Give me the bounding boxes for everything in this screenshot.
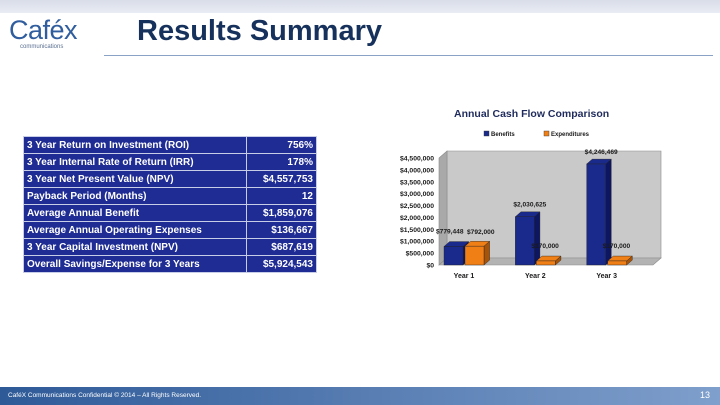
metric-value: 756% — [246, 136, 317, 154]
metric-value: $687,619 — [246, 238, 317, 256]
metrics-table-body: 3 Year Return on Investment (ROI) 756% 3 Y… — [22, 136, 317, 273]
x-tick-label: Year 3 — [596, 273, 617, 280]
data-label: $170,000 — [603, 243, 631, 250]
metrics-table: 3 Year Return on Investment (ROI) 756% 3 Y… — [22, 136, 317, 273]
metric-label: 3 Year Capital Investment (NPV) — [22, 238, 248, 256]
table-row: Payback Period (Months) 12 — [22, 187, 317, 205]
y-tick-label: $3,500,000 — [400, 179, 434, 186]
metric-label: 3 Year Net Present Value (NPV) — [22, 170, 248, 188]
table-row: 3 Year Return on Investment (ROI) 756% — [22, 136, 317, 154]
metric-value: $136,667 — [246, 221, 317, 239]
bar-benefits-year-1 — [443, 246, 464, 266]
bar-expenditures-year-2 — [536, 260, 556, 266]
metric-value: $4,557,753 — [246, 170, 317, 188]
metric-value: $5,924,543 — [246, 255, 317, 273]
x-tick-label: Year 2 — [525, 273, 546, 280]
y-tick-label: $0 — [426, 263, 434, 270]
data-label: $2,030,625 — [513, 202, 546, 209]
table-row: Average Annual Benefit $1,859,076 — [22, 204, 317, 222]
logo-subtext: communications — [20, 44, 64, 50]
metric-value: 178% — [246, 153, 317, 171]
x-tick-label: Year 1 — [454, 273, 475, 280]
bar-benefits-year-3 — [586, 163, 606, 266]
footer-text: CaféX Communications Confidential © 2014… — [8, 392, 202, 399]
metric-label: 3 Year Internal Rate of Return (IRR) — [22, 153, 248, 171]
slide-title: Results Summary — [137, 15, 382, 47]
title-divider — [104, 55, 713, 56]
table-row: 3 Year Net Present Value (NPV) $4,557,753 — [22, 170, 317, 188]
chart-canvas: Annual Cash Flow Comparison Benefits Expen… — [400, 108, 662, 280]
data-label: $779,448 — [436, 228, 464, 235]
table-row: Overall Savings/Expense for 3 Years $5,92… — [22, 255, 317, 273]
metric-label: Average Annual Benefit — [22, 204, 248, 222]
bar-side — [534, 211, 541, 266]
metric-label: Overall Savings/Expense for 3 Years — [22, 255, 248, 273]
top-band — [0, 0, 720, 13]
table-row: 3 Year Internal Rate of Return (IRR) 178% — [22, 153, 317, 171]
legend-swatch — [483, 130, 490, 137]
y-tick-label: $1,500,000 — [400, 227, 434, 234]
legend-swatch — [543, 130, 550, 137]
y-tick-label: $1,000,000 — [400, 239, 434, 246]
y-tick-label: $500,000 — [406, 251, 435, 258]
y-tick-label: $2,500,000 — [400, 203, 434, 210]
footer-bar: CaféX Communications Confidential © 2014… — [0, 387, 720, 405]
bar-expenditures-year-3 — [607, 260, 627, 266]
metric-label: 3 Year Return on Investment (ROI) — [22, 136, 248, 154]
page-number: 13 — [699, 390, 710, 400]
y-tick-label: $2,000,000 — [400, 215, 434, 222]
y-tick-label: $4,500,000 — [400, 156, 434, 163]
y-tick-label: $3,000,000 — [400, 191, 434, 198]
bar-benefits-year-2 — [515, 216, 535, 266]
y-tick-label: $4,000,000 — [400, 167, 434, 174]
data-label: $792,000 — [467, 229, 495, 236]
legend-label: Expenditures — [551, 132, 590, 138]
table-row: 3 Year Capital Investment (NPV) $687,619 — [22, 238, 317, 256]
data-label: $4,246,469 — [585, 149, 618, 156]
chart-title: Annual Cash Flow Comparison — [454, 108, 609, 120]
table-row: Average Annual Operating Expenses $136,66… — [22, 221, 317, 239]
metric-label: Average Annual Operating Expenses — [22, 221, 248, 239]
metric-label: Payback Period (Months) — [22, 187, 248, 205]
metric-value: $1,859,076 — [246, 204, 317, 222]
cafex-logo: Caféx communications — [9, 15, 91, 52]
metric-value: 12 — [246, 187, 317, 205]
bar-expenditures-year-1 — [464, 245, 485, 266]
cash-flow-chart: Annual Cash Flow Comparison Benefits Expen… — [355, 100, 670, 285]
data-label: $170,000 — [531, 243, 559, 250]
logo-text: Caféx — [9, 15, 78, 45]
legend-label: Benefits — [491, 132, 515, 138]
